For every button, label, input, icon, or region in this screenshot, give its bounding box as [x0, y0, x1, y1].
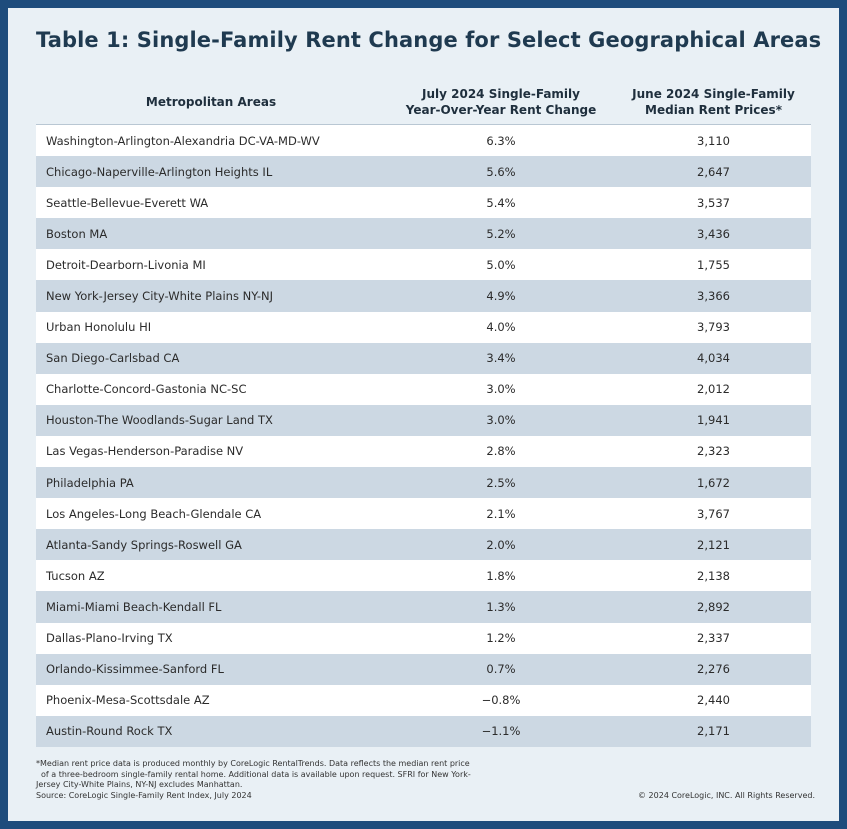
header-metropolitan-areas: Metropolitan Areas	[36, 80, 386, 124]
median-rent-cell: 4,034	[697, 351, 730, 366]
table-row: Houston-The Woodlands-Sugar Land TX 3.0% 1…	[36, 404, 811, 436]
table-row: Tucson AZ 1.8% 2,138	[36, 560, 811, 592]
table-row: Las Vegas-Henderson-Paradise NV 2.8% 2,323	[36, 435, 811, 468]
median-rent-cell: 1,672	[697, 475, 730, 490]
median-rent-cell: 2,171	[697, 724, 730, 739]
metro-area-cell: Las Vegas-Henderson-Paradise NV	[46, 444, 244, 459]
table-body: Washington-Arlington-Alexandria DC-VA-MD…	[36, 124, 811, 747]
table-header: Metropolitan Areas July 2024 Single-Fami…	[36, 80, 811, 124]
rent-change-cell: 1.3%	[486, 599, 516, 614]
footnote-line: of a three-bedroom single-family rental …	[41, 769, 471, 779]
header-rent-change-line1: July 2024 Single-Family	[422, 87, 580, 101]
metro-area-cell: Orlando-Kissimmee-Sanford FL	[46, 662, 224, 677]
table-row: New York-Jersey City-White Plains NY-NJ 4…	[36, 280, 811, 312]
table-row: Seattle-Bellevue-Everett WA 5.4% 3,537	[36, 187, 811, 219]
metro-area-cell: Miami-Miami Beach-Kendall FL	[46, 599, 222, 614]
rent-change-cell: 3.4%	[486, 351, 516, 366]
median-rent-cell: 2,138	[697, 568, 730, 583]
metro-area-cell: Seattle-Bellevue-Everett WA	[46, 195, 209, 210]
table-row: Detroit-Dearborn-Livonia MI 5.0% 1,755	[36, 249, 811, 281]
metro-area-cell: Washington-Arlington-Alexandria DC-VA-MD…	[46, 133, 320, 148]
rent-change-cell: 5.4%	[486, 195, 516, 210]
rent-change-cell: 5.6%	[486, 164, 516, 179]
rent-change-cell: 4.9%	[486, 289, 516, 304]
header-median-rent: June 2024 Single-Family Median Rent Pric…	[616, 80, 811, 124]
rent-change-cell: 2.8%	[486, 444, 516, 459]
rent-change-cell: 4.0%	[486, 320, 516, 335]
rent-change-cell: 2.1%	[486, 506, 516, 521]
median-rent-cell: 3,110	[697, 133, 730, 148]
table-card: Table 1: Single-Family Rent Change for S…	[8, 8, 839, 821]
metro-area-cell: Dallas-Plano-Irving TX	[46, 631, 173, 646]
rent-change-cell: 2.0%	[486, 537, 516, 552]
metro-area-cell: San Diego-Carlsbad CA	[46, 351, 180, 366]
rent-change-cell: 0.7%	[486, 662, 516, 677]
table-row: Los Angeles-Long Beach-Glendale CA 2.1% 3,…	[36, 498, 811, 530]
median-rent-cell: 3,793	[697, 320, 730, 335]
median-rent-cell: 3,767	[697, 506, 730, 521]
header-median-rent-line1: June 2024 Single-Family	[632, 87, 795, 101]
metro-area-cell: Urban Honolulu HI	[46, 320, 152, 335]
table-row: San Diego-Carlsbad CA 3.4% 4,034	[36, 342, 811, 374]
footnote: *Median rent price data is produced mont…	[36, 759, 536, 801]
metro-area-cell: Chicago-Naperville-Arlington Heights IL	[46, 164, 273, 179]
table-row: Urban Honolulu HI 4.0% 3,793	[36, 311, 811, 343]
footnote-line: *Median rent price data is produced mont…	[36, 759, 470, 768]
header-rent-change: July 2024 Single-Family Year-Over-Year R…	[386, 80, 616, 124]
median-rent-cell: 2,892	[697, 599, 730, 614]
median-rent-cell: 2,012	[697, 382, 730, 397]
table-row: Philadelphia PA 2.5% 1,672	[36, 467, 811, 499]
rent-change-cell: 6.3%	[486, 133, 516, 148]
table-row: Washington-Arlington-Alexandria DC-VA-MD…	[36, 125, 811, 157]
table-row: Chicago-Naperville-Arlington Heights IL 5…	[36, 156, 811, 188]
table-row: Dallas-Plano-Irving TX 1.2% 2,337	[36, 622, 811, 654]
rent-change-cell: 1.2%	[486, 631, 516, 646]
rent-change-cell: 3.0%	[486, 382, 516, 397]
header-metropolitan-areas-label: Metropolitan Areas	[145, 95, 277, 109]
median-rent-cell: 1,755	[697, 257, 730, 272]
table-row: Orlando-Kissimmee-Sanford FL 0.7% 2,276	[36, 653, 811, 685]
metro-area-cell: Austin-Round Rock TX	[46, 724, 173, 739]
median-rent-cell: 3,366	[697, 289, 730, 304]
metro-area-cell: Phoenix-Mesa-Scottsdale AZ	[46, 693, 210, 708]
metro-area-cell: Charlotte-Concord-Gastonia NC-SC	[46, 382, 247, 397]
rent-change-cell: 2.5%	[486, 475, 516, 490]
median-rent-cell: 2,647	[697, 164, 730, 179]
median-rent-cell: 2,121	[697, 537, 730, 552]
rent-change-cell: 3.0%	[486, 413, 516, 428]
median-rent-cell: 2,337	[697, 631, 730, 646]
rent-change-cell: 1.8%	[486, 568, 516, 583]
metro-area-cell: Boston MA	[46, 226, 108, 241]
table-title: Table 1: Single-Family Rent Change for S…	[36, 28, 822, 52]
median-rent-cell: 2,440	[697, 693, 730, 708]
table-row: Miami-Miami Beach-Kendall FL 1.3% 2,892	[36, 591, 811, 623]
median-rent-cell: 2,323	[697, 444, 730, 459]
table-row: Boston MA 5.2% 3,436	[36, 218, 811, 250]
header-rent-change-line2: Year-Over-Year Rent Change	[405, 103, 597, 117]
metro-area-cell: Houston-The Woodlands-Sugar Land TX	[46, 413, 273, 428]
metro-area-cell: Detroit-Dearborn-Livonia MI	[46, 257, 206, 272]
table-row: Phoenix-Mesa-Scottsdale AZ −0.8% 2,440	[36, 684, 811, 716]
table-row: Austin-Round Rock TX −1.1% 2,171	[36, 715, 811, 747]
rent-change-cell: 5.0%	[486, 257, 516, 272]
median-rent-cell: 2,276	[697, 662, 730, 677]
table-row: Charlotte-Concord-Gastonia NC-SC 3.0% 2,01…	[36, 373, 811, 405]
metro-area-cell: Philadelphia PA	[46, 475, 134, 490]
metro-area-cell: New York-Jersey City-White Plains NY-NJ	[46, 289, 274, 304]
rent-change-cell: −1.1%	[481, 724, 521, 739]
table-row: Atlanta-Sandy Springs-Roswell GA 2.0% 2,12…	[36, 529, 811, 561]
metro-area-cell: Tucson AZ	[46, 568, 105, 583]
metro-area-cell: Atlanta-Sandy Springs-Roswell GA	[46, 537, 242, 552]
header-median-rent-line2: Median Rent Prices*	[645, 103, 782, 117]
footnote-source: Source: CoreLogic Single-Family Rent Ind…	[36, 790, 252, 800]
footnote-line: Jersey City-White Plains, NY-NJ excludes…	[36, 780, 243, 789]
copyright-notice: © 2024 CoreLogic, INC. All Rights Reserv…	[638, 791, 815, 800]
median-rent-cell: 3,537	[697, 195, 730, 210]
median-rent-cell: 1,941	[697, 413, 730, 428]
rent-change-cell: 5.2%	[486, 226, 516, 241]
median-rent-cell: 3,436	[697, 226, 730, 241]
metro-area-cell: Los Angeles-Long Beach-Glendale CA	[46, 506, 262, 521]
rent-change-cell: −0.8%	[481, 693, 521, 708]
